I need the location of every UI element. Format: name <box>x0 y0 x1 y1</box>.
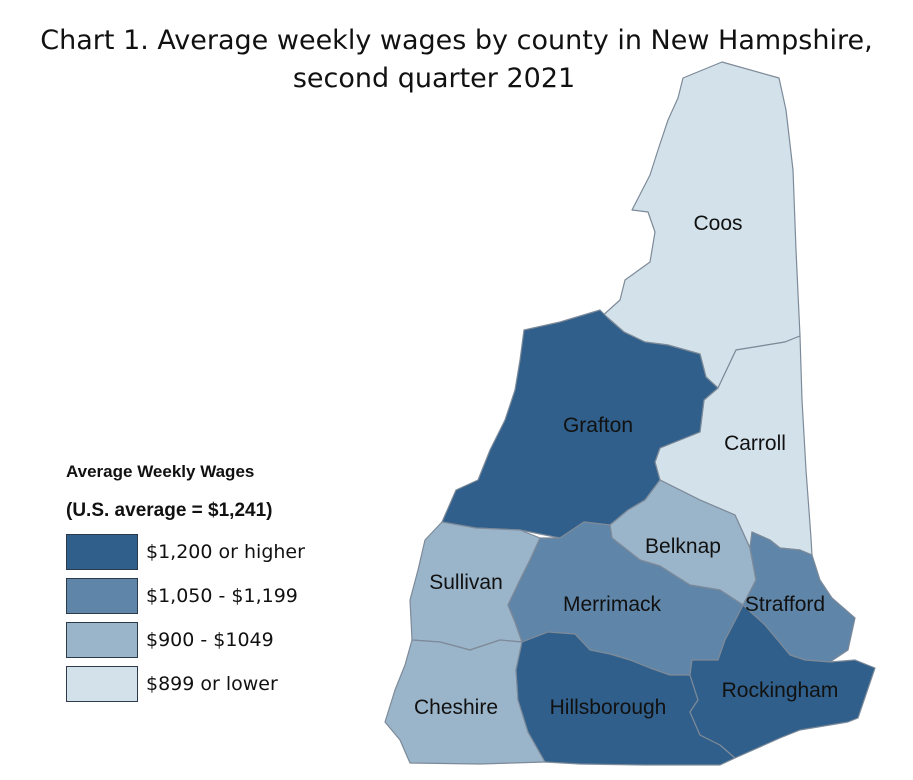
label-merrimack: Merrimack <box>563 593 661 616</box>
legend-item: $900 - $1049 <box>66 618 305 662</box>
label-coos: Coos <box>693 212 742 235</box>
legend-swatch <box>66 622 138 658</box>
legend-swatch <box>66 534 138 570</box>
legend-item: $899 or lower <box>66 662 305 706</box>
legend-item: $1,200 or higher <box>66 530 305 574</box>
legend-label: $1,050 - $1,199 <box>146 585 298 607</box>
label-strafford: Strafford <box>745 593 825 616</box>
legend-subtitle: (U.S. average = $1,241) <box>66 500 273 521</box>
legend-swatch <box>66 666 138 702</box>
legend-label: $900 - $1049 <box>146 629 274 651</box>
county-rockingham[interactable] <box>689 604 876 759</box>
chart-title: Chart 1. Average weekly wages by county … <box>0 22 913 98</box>
label-sullivan: Sullivan <box>429 571 503 594</box>
label-rockingham: Rockingham <box>722 679 839 702</box>
label-cheshire: Cheshire <box>414 696 498 719</box>
label-belknap: Belknap <box>645 535 721 558</box>
label-carroll: Carroll <box>724 432 786 455</box>
title-line-1: Chart 1. Average weekly wages by county … <box>40 25 873 56</box>
title-line-2: second quarter 2021 <box>292 63 576 94</box>
legend: Average Weekly Wages (U.S. average = $1,… <box>66 462 305 706</box>
legend-title: Average Weekly Wages <box>66 462 255 481</box>
legend-item: $1,050 - $1,199 <box>66 574 305 618</box>
legend-label: $1,200 or higher <box>146 541 305 563</box>
legend-swatch <box>66 578 138 614</box>
legend-label: $899 or lower <box>146 673 278 695</box>
label-hillsborough: Hillsborough <box>550 696 667 719</box>
label-grafton: Grafton <box>563 414 633 437</box>
